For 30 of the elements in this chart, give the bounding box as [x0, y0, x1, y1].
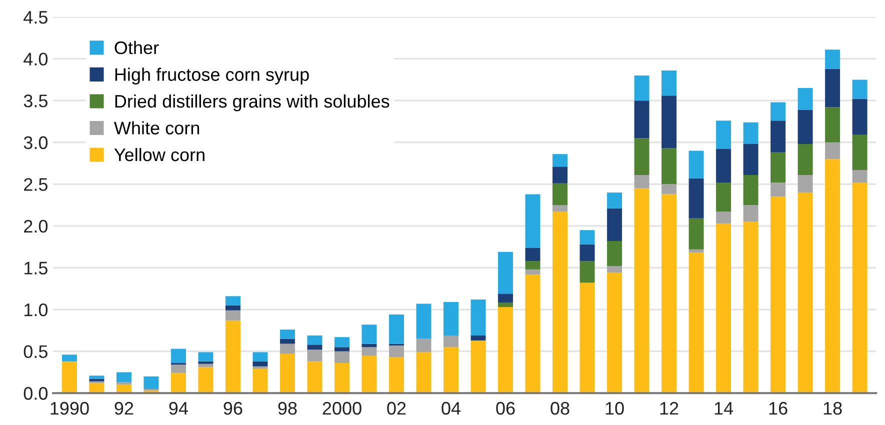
legend-label: White corn: [114, 121, 200, 134]
x-tick-label: 04: [442, 402, 461, 415]
y-tick-label: 4.0: [24, 52, 48, 66]
y-tick-label: 1.0: [24, 303, 48, 316]
y-tick-label: 0.5: [24, 345, 48, 358]
y-tick-label: 0.0: [24, 387, 48, 400]
x-tick-label: 92: [114, 402, 134, 415]
y-tick-label: 3.5: [24, 94, 48, 108]
y-tick-label: 4.5: [24, 11, 48, 24]
x-tick-label: 10: [606, 402, 624, 415]
y-tick-label: 3.0: [24, 136, 48, 150]
x-tick-label: 12: [660, 402, 678, 415]
legend-label: Dried distillers grains with solubles: [115, 94, 390, 112]
x-tick-label: 96: [224, 402, 242, 415]
x-tick-label: 06: [496, 402, 515, 415]
x-tick-label: 98: [278, 402, 297, 415]
x-tick-label: 14: [714, 402, 734, 415]
x-tick-label: 2000: [322, 402, 362, 415]
x-tick-label: 16: [769, 402, 788, 415]
x-tick-label: 02: [387, 402, 406, 415]
y-tick-label: 2.0: [24, 220, 48, 233]
y-tick-label: 2.5: [24, 178, 48, 191]
legend-label: Other: [114, 40, 159, 54]
x-tick-label: 08: [550, 402, 570, 415]
legend-label: Yellow corn: [114, 148, 204, 162]
y-tick-label: 1.5: [24, 262, 48, 274]
x-tick-label: 94: [169, 402, 188, 415]
x-tick-label: 18: [824, 402, 842, 415]
legend-label: High fructose corn syrup: [115, 68, 309, 85]
x-tick-label: 1990: [50, 402, 89, 415]
